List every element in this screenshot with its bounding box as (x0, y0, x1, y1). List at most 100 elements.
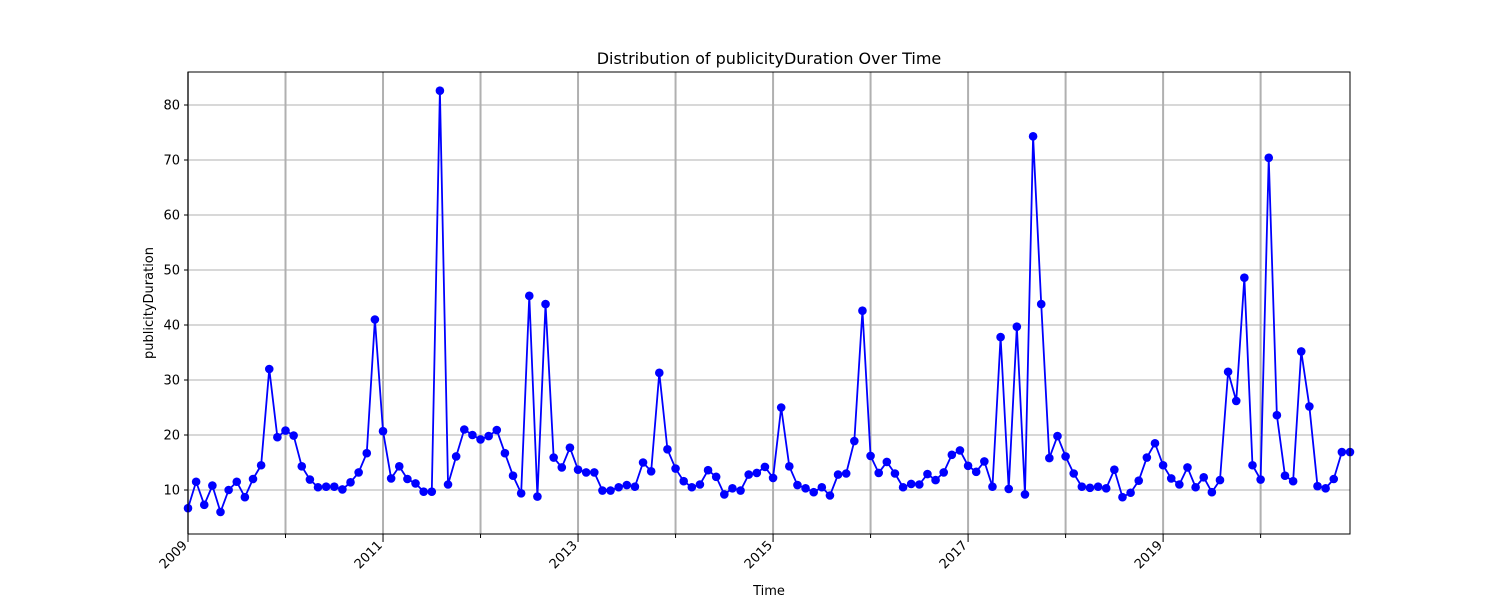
data-point (923, 469, 932, 479)
minor-ticks (285, 534, 1262, 538)
data-point (305, 475, 315, 484)
data-point (1183, 463, 1192, 472)
data-point (329, 482, 339, 492)
data-point (1118, 492, 1127, 502)
y-axis-ticks: 10 20 30 40 50 60 70 80 (163, 99, 188, 499)
data-point (655, 368, 664, 378)
data-point (191, 477, 201, 487)
data-point (760, 462, 770, 472)
data-point (378, 426, 388, 436)
data-point (882, 457, 892, 467)
data-point (711, 472, 721, 482)
data-point (1175, 480, 1184, 489)
x-axis-label: Time (752, 584, 785, 599)
data-point (720, 490, 729, 499)
data-point (1069, 469, 1079, 478)
series (183, 86, 1355, 517)
data-point (606, 486, 615, 495)
data-point (874, 468, 883, 478)
data-point (988, 482, 997, 492)
data-point (671, 464, 680, 473)
data-point (955, 446, 965, 455)
x-tick-label: 2013 (547, 538, 581, 572)
data-point (703, 465, 713, 475)
data-point (898, 482, 908, 492)
data-point (833, 470, 843, 479)
data-point (931, 475, 940, 485)
data-point (394, 462, 404, 471)
y-tick-label: 30 (163, 374, 180, 389)
data-point (403, 474, 412, 484)
data-point (736, 486, 745, 495)
data-point (256, 460, 266, 470)
data-point (687, 482, 697, 492)
y-tick-label: 10 (163, 484, 180, 499)
data-point (1126, 488, 1135, 498)
data-point (1028, 132, 1038, 141)
x-tick-label: 2011 (352, 538, 386, 572)
data-point (297, 462, 307, 471)
data-point (1223, 367, 1233, 377)
data-point (801, 484, 810, 493)
data-point (1166, 474, 1176, 483)
data-point (1142, 453, 1152, 462)
data-point (947, 450, 957, 460)
data-point (809, 487, 818, 497)
y-axis-label: publicityDuration (142, 247, 157, 359)
x-tick-label: 2015 (742, 538, 776, 572)
y-tick-label: 70 (163, 154, 180, 169)
data-point (573, 465, 583, 474)
data-point (524, 291, 534, 301)
data-point (427, 487, 437, 496)
data-point (232, 477, 242, 487)
data-point (533, 492, 542, 501)
data-point (370, 315, 380, 324)
data-point (516, 489, 526, 498)
data-point (1305, 402, 1314, 411)
data-point (354, 468, 363, 477)
data-point (199, 500, 209, 510)
data-point (980, 457, 989, 466)
data-point (492, 425, 502, 435)
data-point (785, 462, 794, 471)
data-point (939, 468, 949, 477)
data-point (468, 430, 477, 440)
series-line (187, 89, 1350, 513)
data-point (1101, 484, 1111, 493)
data-point (1110, 465, 1119, 474)
data-point (1321, 484, 1330, 493)
data-point (1207, 487, 1217, 497)
data-point (208, 481, 217, 490)
data-point (1077, 482, 1087, 492)
data-point (752, 468, 762, 478)
y-tick-label: 60 (163, 209, 180, 224)
x-tick-label: 2009 (157, 538, 191, 572)
data-point (1215, 475, 1225, 485)
data-point (906, 479, 916, 489)
data-point (630, 482, 640, 492)
data-point (273, 432, 282, 442)
y-tick-label: 40 (163, 319, 180, 334)
data-point (419, 487, 428, 496)
data-point (996, 332, 1005, 342)
data-point (1150, 438, 1160, 448)
data-point (776, 403, 786, 412)
data-point (744, 470, 753, 479)
data-point (866, 451, 875, 461)
data-point (248, 474, 258, 484)
data-point (1020, 490, 1030, 499)
data-point (289, 431, 298, 440)
data-point (825, 491, 835, 500)
data-point (1053, 431, 1062, 441)
x-tick-label: 2017 (937, 538, 971, 572)
data-point (549, 453, 558, 462)
data-point (598, 486, 607, 495)
data-point (890, 469, 900, 478)
chart-title: Distribution of publicityDuration Over T… (597, 49, 942, 68)
data-point (1093, 482, 1103, 492)
data-point (663, 445, 672, 454)
data-point (1329, 474, 1339, 484)
data-point (459, 425, 469, 434)
data-point (346, 478, 355, 487)
data-point (338, 485, 347, 494)
